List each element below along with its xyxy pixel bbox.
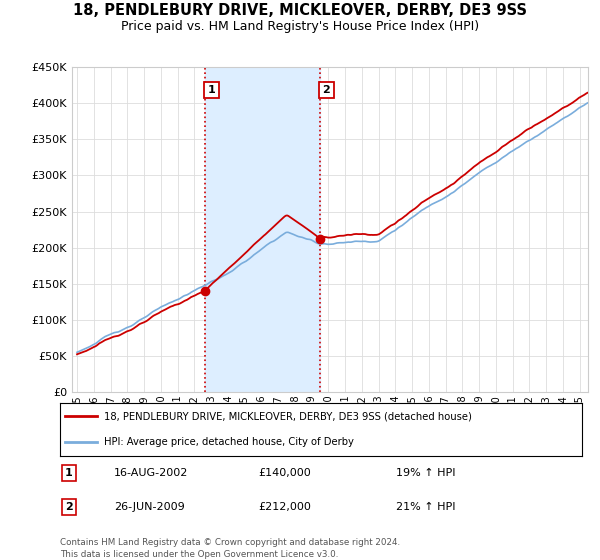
Text: 26-JUN-2009: 26-JUN-2009	[114, 502, 185, 512]
Text: 19% ↑ HPI: 19% ↑ HPI	[396, 468, 455, 478]
Text: This data is licensed under the Open Government Licence v3.0.: This data is licensed under the Open Gov…	[60, 550, 338, 559]
Text: 2: 2	[322, 85, 330, 95]
Text: 21% ↑ HPI: 21% ↑ HPI	[396, 502, 455, 512]
Text: 18, PENDLEBURY DRIVE, MICKLEOVER, DERBY, DE3 9SS: 18, PENDLEBURY DRIVE, MICKLEOVER, DERBY,…	[73, 3, 527, 18]
Text: £212,000: £212,000	[258, 502, 311, 512]
Text: £140,000: £140,000	[258, 468, 311, 478]
Text: Price paid vs. HM Land Registry's House Price Index (HPI): Price paid vs. HM Land Registry's House …	[121, 20, 479, 32]
Bar	[205, 67, 320, 392]
Text: HPI: Average price, detached house, City of Derby: HPI: Average price, detached house, City…	[104, 436, 354, 446]
Text: 16-AUG-2002: 16-AUG-2002	[114, 468, 188, 478]
Text: 1: 1	[208, 85, 215, 95]
Text: 18, PENDLEBURY DRIVE, MICKLEOVER, DERBY, DE3 9SS (detached house): 18, PENDLEBURY DRIVE, MICKLEOVER, DERBY,…	[104, 412, 472, 422]
Text: 1: 1	[65, 468, 73, 478]
Text: Contains HM Land Registry data © Crown copyright and database right 2024.: Contains HM Land Registry data © Crown c…	[60, 538, 400, 547]
Text: 2: 2	[65, 502, 73, 512]
